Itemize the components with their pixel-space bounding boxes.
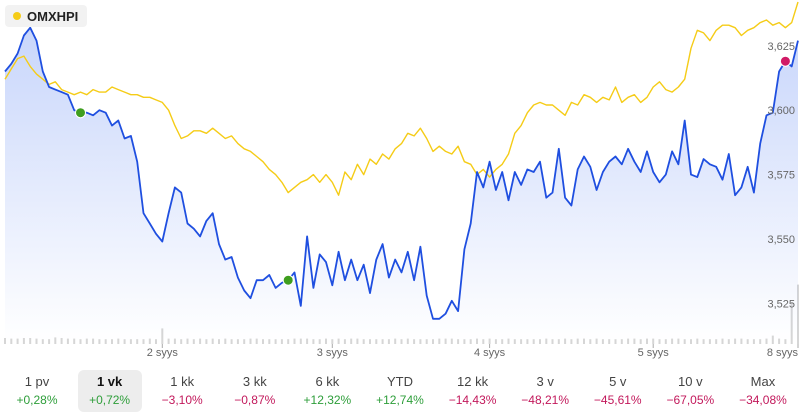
period-label: 3 v: [536, 374, 554, 389]
period-change: +0,72%: [89, 393, 131, 407]
period-button[interactable]: 10 v −67,05%: [658, 370, 722, 412]
period-change: −45,61%: [593, 393, 642, 407]
period-button[interactable]: 5 v −45,61%: [586, 370, 650, 412]
period-label: 1 kk: [170, 374, 195, 389]
legend-dot-icon: [13, 12, 21, 20]
period-label: 10 v: [678, 374, 703, 389]
x-tick-label: 2 syys: [147, 347, 179, 359]
period-button[interactable]: 3 kk −0,87%: [223, 370, 287, 412]
y-tick-label: 3,625: [767, 41, 795, 53]
period-button[interactable]: 3 v −48,21%: [513, 370, 577, 412]
period-change: −3,10%: [161, 393, 203, 407]
series-lines: [4, 1, 799, 320]
period-change: −48,21%: [521, 393, 570, 407]
y-tick-label: 3,550: [767, 234, 795, 246]
event-markers: [75, 55, 791, 286]
period-label: YTD: [386, 374, 413, 389]
event-marker[interactable]: [282, 274, 294, 286]
y-tick-label: 3,575: [767, 170, 795, 182]
period-change: +0,28%: [16, 393, 58, 407]
price-chart[interactable]: 3,525 3,550 3,575 3,600 3,625 2 syys 3 syys 4 …: [0, 0, 800, 370]
price-area-fill: [5, 27, 798, 342]
period-label: 1 pv: [24, 374, 50, 389]
period-button[interactable]: YTD +12,74%: [368, 370, 432, 412]
event-marker[interactable]: [779, 55, 791, 67]
event-marker[interactable]: [75, 107, 86, 119]
x-tick-label: 4 syys: [474, 347, 506, 359]
period-button[interactable]: 1 pv +0,28%: [5, 370, 69, 412]
period-button[interactable]: 1 vk +0,72%: [77, 370, 142, 412]
period-label: 6 kk: [315, 374, 340, 389]
period-button[interactable]: 6 kk +12,32%: [295, 370, 359, 412]
y-tick-label: 3,600: [767, 105, 795, 117]
period-selector: 1 pv +0,28% 1 vk +0,72% 1 kk −3,10% 3 kk −0,87%…: [0, 370, 800, 415]
series-line-stock: [4, 26, 799, 320]
period-change: −14,43%: [448, 393, 497, 407]
y-tick-label: 3,525: [767, 298, 795, 310]
x-tick-label: 3 syys: [317, 347, 349, 359]
period-change: −34,08%: [739, 393, 787, 407]
period-label: 5 v: [609, 374, 627, 389]
period-button[interactable]: 12 kk −14,43%: [441, 370, 505, 412]
period-button[interactable]: Max −34,08%: [731, 370, 795, 412]
period-change: −0,87%: [234, 393, 276, 407]
y-axis-ticks: 3,525 3,550 3,575 3,600 3,625: [767, 41, 795, 311]
x-axis-ticks: 2 syys 3 syys 4 syys 5 syys 8 syys: [147, 344, 799, 359]
period-label: 1 vk: [96, 374, 123, 389]
legend-chip[interactable]: OMXHPI: [5, 5, 88, 27]
period-label: 12 kk: [457, 374, 489, 389]
period-label: Max: [750, 374, 776, 389]
period-change: +12,74%: [376, 393, 424, 407]
period-change: −67,05%: [666, 393, 715, 407]
series-line-omxhpi: [4, 1, 799, 196]
x-tick-label: 8 syys: [767, 347, 799, 359]
period-button[interactable]: 1 kk −3,10%: [150, 370, 214, 412]
period-label: 3 kk: [242, 374, 267, 389]
legend-label: OMXHPI: [27, 8, 79, 24]
period-change: +12,32%: [303, 393, 352, 407]
x-tick-label: 5 syys: [638, 347, 670, 359]
